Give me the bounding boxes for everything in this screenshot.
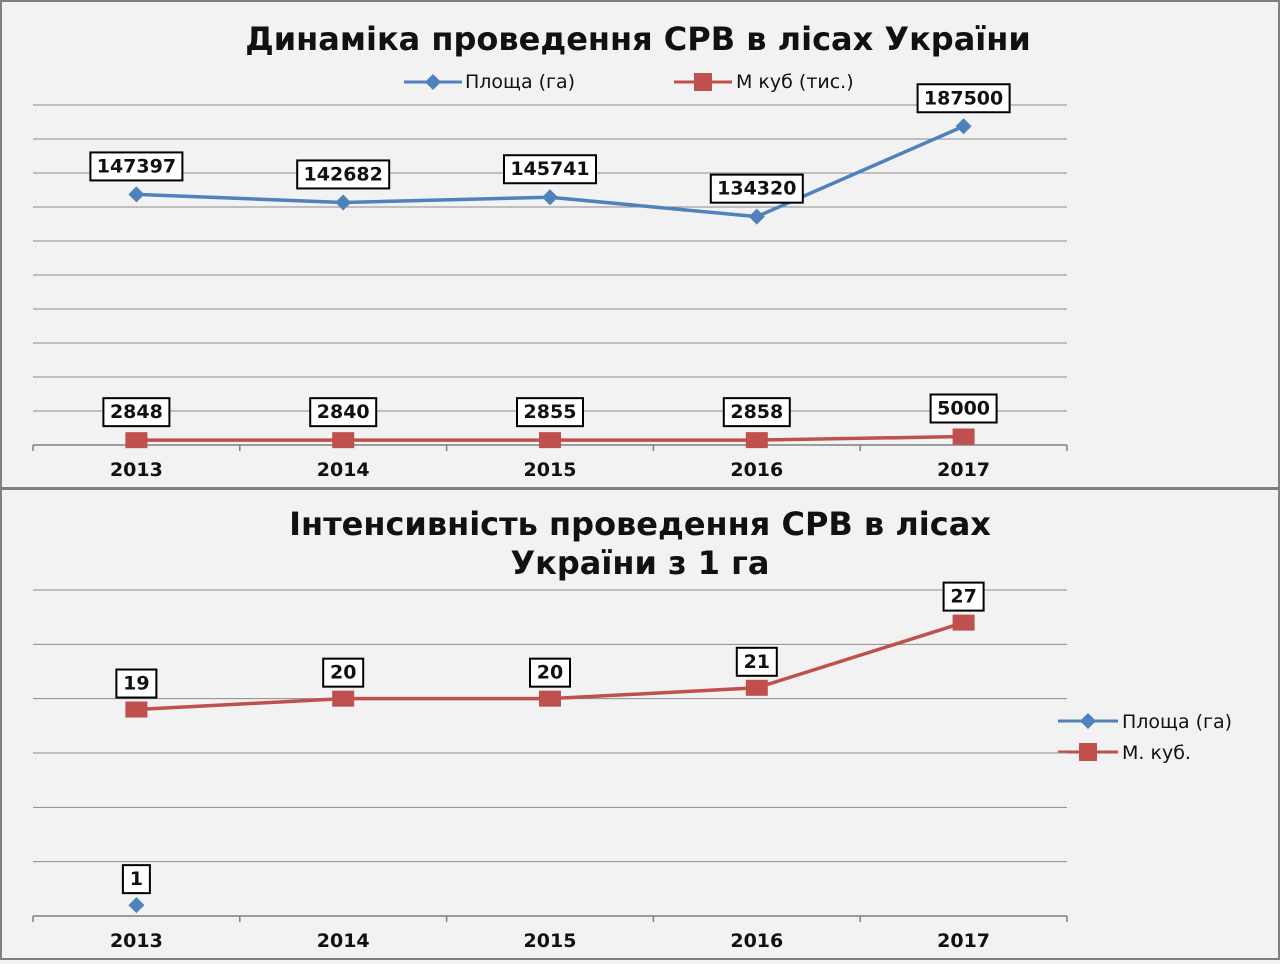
chart1-series-volume-data-label: 2858: [730, 401, 783, 423]
chart1-series-area-label-box: [503, 154, 597, 185]
chart1-series-volume-label-box: [516, 397, 584, 428]
chart1-series-volume-data-label: 2855: [524, 401, 577, 423]
chart2-series-volume-point: [125, 701, 148, 718]
chart2-x-tick-label: 2015: [524, 930, 577, 952]
chart2-series-volume-label-box: [735, 646, 778, 677]
chart1-series-area-point: [542, 189, 558, 206]
chart2-series-volume-point: [332, 690, 355, 707]
chart1-series-area-point: [955, 118, 972, 135]
chart2-series-area-label-box: [121, 864, 151, 895]
chart1-x-tick-label: 2016: [730, 459, 783, 481]
chart2-series-area-data-label: 1: [130, 868, 143, 890]
chart1-series-volume-label-box: [309, 397, 378, 428]
chart1-series-area-point: [748, 208, 765, 225]
chart1-series-volume-point: [332, 432, 355, 449]
chart1-series-volume-data-label: 2848: [110, 401, 163, 423]
chart2-series-volume-data-label: 20: [537, 662, 563, 684]
chart1-series-area-data-label: 147397: [97, 155, 176, 177]
chart1-series-area-label-box: [296, 159, 391, 190]
chart1-series-volume-point: [745, 432, 768, 449]
chart1-series-volume-label-box: [722, 397, 791, 428]
chart1-legend: Площа (га) М куб (тис.): [404, 71, 854, 93]
chart1-series-volume-point: [125, 432, 148, 449]
chart1-series-area-data-label: 145741: [510, 158, 589, 180]
chart2-legend: Площа (га) М. куб.: [1058, 711, 1232, 764]
chart1-x-tick-label: 2015: [524, 459, 577, 481]
chart2-series-area-point: [128, 897, 145, 914]
chart2-x-tick-label: 2017: [937, 930, 990, 952]
chart2-title-line1: Інтенсивність проведення СРВ в лісах: [289, 505, 991, 543]
chart1-title: Динаміка проведення СРВ в лісах України: [245, 20, 1031, 58]
chart2-legend-label-volume: М. куб.: [1122, 742, 1191, 764]
chart1-series-area-label-box: [709, 173, 804, 204]
chart1-legend-label-area: Площа (га): [465, 71, 575, 93]
chart2-legend-label-area: Площа (га): [1122, 711, 1232, 733]
chart1-plot: 2013 2014 2015 2016 2017 147397 142682 145741 13…: [32, 83, 1068, 481]
chart2-legend-marker-area: [1080, 713, 1096, 729]
chart1-series-area-data-label: 187500: [924, 87, 1003, 109]
chart2-series-volume-point: [952, 614, 975, 631]
chart2-series-volume-point: [539, 690, 561, 707]
chart2-x-tick-label: 2014: [317, 930, 370, 952]
chart2-series-volume-data-label: 21: [744, 651, 770, 673]
chart2-title-line2: України з 1 га: [511, 544, 770, 582]
chart1-series-area-label-box: [89, 151, 184, 182]
chart1-series-volume-label-box: [929, 393, 998, 424]
chart1-series-area-data-label: 134320: [717, 178, 796, 200]
chart2-series-volume-label-box: [322, 657, 365, 688]
chart2-series-volume-label-box: [942, 581, 985, 612]
chart2-series-volume-label-box: [529, 657, 571, 688]
chart1-series-volume-data-label: 2840: [317, 401, 370, 423]
chart1-series-volume-label-box: [102, 397, 171, 428]
chart2-series-volume-data-label: 19: [123, 673, 149, 695]
chart1-series-area-label-box: [916, 83, 1011, 114]
chart1-series-area-point: [335, 194, 352, 211]
chart2-series-volume-point: [745, 679, 768, 696]
chart1-series-volume-point: [539, 432, 561, 449]
chart2-plot: 2013 2014 2015 2016 2017 1 19 20 20 21 27: [32, 581, 1068, 952]
chart2-series-volume-label-box: [115, 668, 158, 699]
chart2-legend-marker-volume: [1079, 743, 1097, 761]
chart1-panel: [0, 0, 1280, 489]
chart1-legend-label-volume: М куб (тис.): [736, 71, 854, 93]
chart2-series-volume-data-label: 20: [330, 662, 356, 684]
chart1-x-tick-label: 2017: [937, 459, 990, 481]
chart1-series-area-data-label: 142682: [304, 163, 383, 185]
chart1-legend-marker-volume: [694, 73, 712, 91]
chart1-series-volume-data-label: 5000: [937, 398, 990, 420]
chart1-x-tick-label: 2013: [110, 459, 163, 481]
chart1-legend-marker-area: [425, 74, 441, 90]
chart2-x-tick-label: 2016: [730, 930, 783, 952]
chart2-x-tick-label: 2013: [110, 930, 163, 952]
chart1-series-area-point: [128, 186, 145, 203]
chart1-series-volume-point: [952, 428, 975, 445]
chart1-x-tick-label: 2014: [317, 459, 370, 481]
chart2-series-volume-data-label: 27: [950, 586, 976, 608]
chart2-panel: [0, 488, 1280, 960]
